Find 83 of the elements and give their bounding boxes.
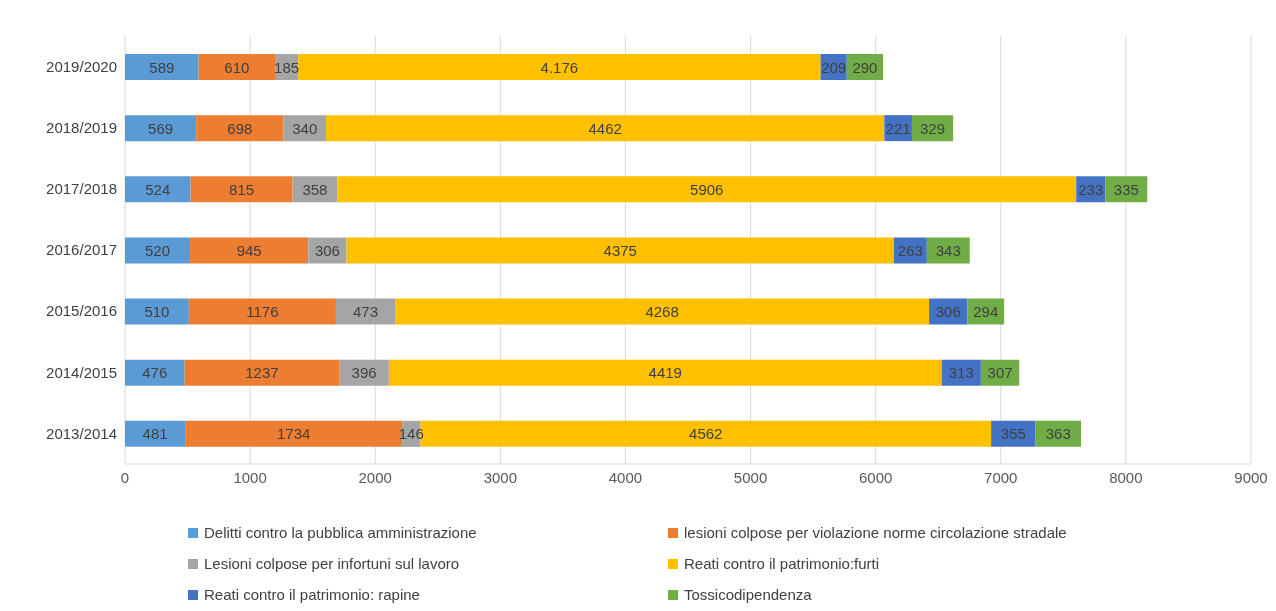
bar xyxy=(125,298,189,325)
data-label: 1237 xyxy=(245,364,279,382)
data-label: 307 xyxy=(987,364,1013,382)
bar xyxy=(125,237,191,264)
y-tick-label: 2018/2019 xyxy=(46,119,117,137)
data-label: 510 xyxy=(144,303,170,321)
data-label: 4268 xyxy=(645,303,679,321)
bar xyxy=(190,237,309,264)
bar xyxy=(190,176,293,203)
y-tick-label: 2014/2015 xyxy=(46,363,117,381)
data-label: 363 xyxy=(1045,425,1071,443)
y-tick-label: 2016/2017 xyxy=(46,241,117,259)
bar xyxy=(337,176,1077,203)
data-label: 4419 xyxy=(648,364,682,382)
data-label: 1176 xyxy=(246,303,279,321)
data-label: 481 xyxy=(142,425,168,443)
data-label: 476 xyxy=(142,364,168,382)
data-label: 4.176 xyxy=(540,58,579,76)
data-label: 221 xyxy=(885,119,911,137)
data-label: 4462 xyxy=(588,119,622,137)
data-label: 610 xyxy=(224,58,250,76)
data-label: 524 xyxy=(145,180,171,198)
data-label: 569 xyxy=(148,119,174,137)
data-label: 698 xyxy=(227,119,253,137)
x-tick-label: 7000 xyxy=(984,468,1018,486)
data-label: 589 xyxy=(149,58,175,76)
y-tick-label: 2019/2020 xyxy=(46,57,117,75)
legend-label: lesioni colpose per violazione norme circolazione stradale xyxy=(684,524,1067,541)
bar xyxy=(298,54,821,80)
bar xyxy=(125,115,197,142)
bar xyxy=(125,420,186,447)
bar xyxy=(388,359,942,386)
x-tick-label: 5000 xyxy=(733,468,768,486)
data-label: 335 xyxy=(1113,180,1139,198)
data-label: 945 xyxy=(236,241,262,259)
x-tick-label: 4000 xyxy=(608,468,643,486)
legend-label: Reati contro il patrimonio: rapine xyxy=(204,586,420,603)
bar xyxy=(196,115,284,142)
bar xyxy=(198,54,276,80)
bar xyxy=(125,176,191,203)
y-tick-label: 2015/2016 xyxy=(46,302,117,320)
data-label: 329 xyxy=(920,119,946,137)
x-tick-label: 3000 xyxy=(483,468,518,486)
x-tick-label: 8000 xyxy=(1109,468,1143,486)
bar xyxy=(184,359,340,386)
bar xyxy=(125,359,185,386)
data-label: 358 xyxy=(302,180,328,198)
data-label: 1734 xyxy=(276,425,311,443)
x-tick-label: 1000 xyxy=(233,468,267,486)
data-label: 306 xyxy=(935,303,961,321)
data-label: 209 xyxy=(821,58,847,76)
bar xyxy=(335,298,396,325)
data-label: 473 xyxy=(353,303,379,321)
data-label: 396 xyxy=(351,364,377,382)
bar xyxy=(395,298,930,325)
y-tick-label: 2017/2018 xyxy=(46,180,117,198)
y-tick-label: 2013/2014 xyxy=(46,424,117,442)
data-label: 306 xyxy=(314,241,340,259)
data-label: 233 xyxy=(1078,180,1104,198)
legend-label: Reati contro il patrimonio:furti xyxy=(684,555,880,572)
data-label: 815 xyxy=(229,180,255,198)
data-label: 343 xyxy=(935,241,961,259)
legend-label: Lesioni colpose per infortuni sul lavoro xyxy=(204,555,460,572)
data-label: 520 xyxy=(145,241,171,259)
bar xyxy=(326,115,885,142)
data-label: 5906 xyxy=(690,180,724,198)
data-label: 294 xyxy=(973,303,999,321)
data-label: 313 xyxy=(948,364,974,382)
x-tick-label: 2000 xyxy=(358,468,392,486)
legend-label: Tossicodipendenza xyxy=(684,586,812,603)
x-tick-label: 6000 xyxy=(858,468,893,486)
data-label: 340 xyxy=(292,119,318,137)
bar xyxy=(188,298,336,325)
data-label: 290 xyxy=(852,58,878,76)
data-label: 4562 xyxy=(689,425,723,443)
legend-label: Delitti contro la pubblica amministrazione xyxy=(204,524,477,541)
data-label: 355 xyxy=(1000,425,1026,443)
bar xyxy=(346,237,894,264)
data-label: 4375 xyxy=(603,241,637,259)
bar xyxy=(125,54,199,80)
x-tick-label: 0 xyxy=(120,468,130,486)
x-tick-label: 9000 xyxy=(1234,468,1268,486)
data-label: 263 xyxy=(897,241,923,259)
